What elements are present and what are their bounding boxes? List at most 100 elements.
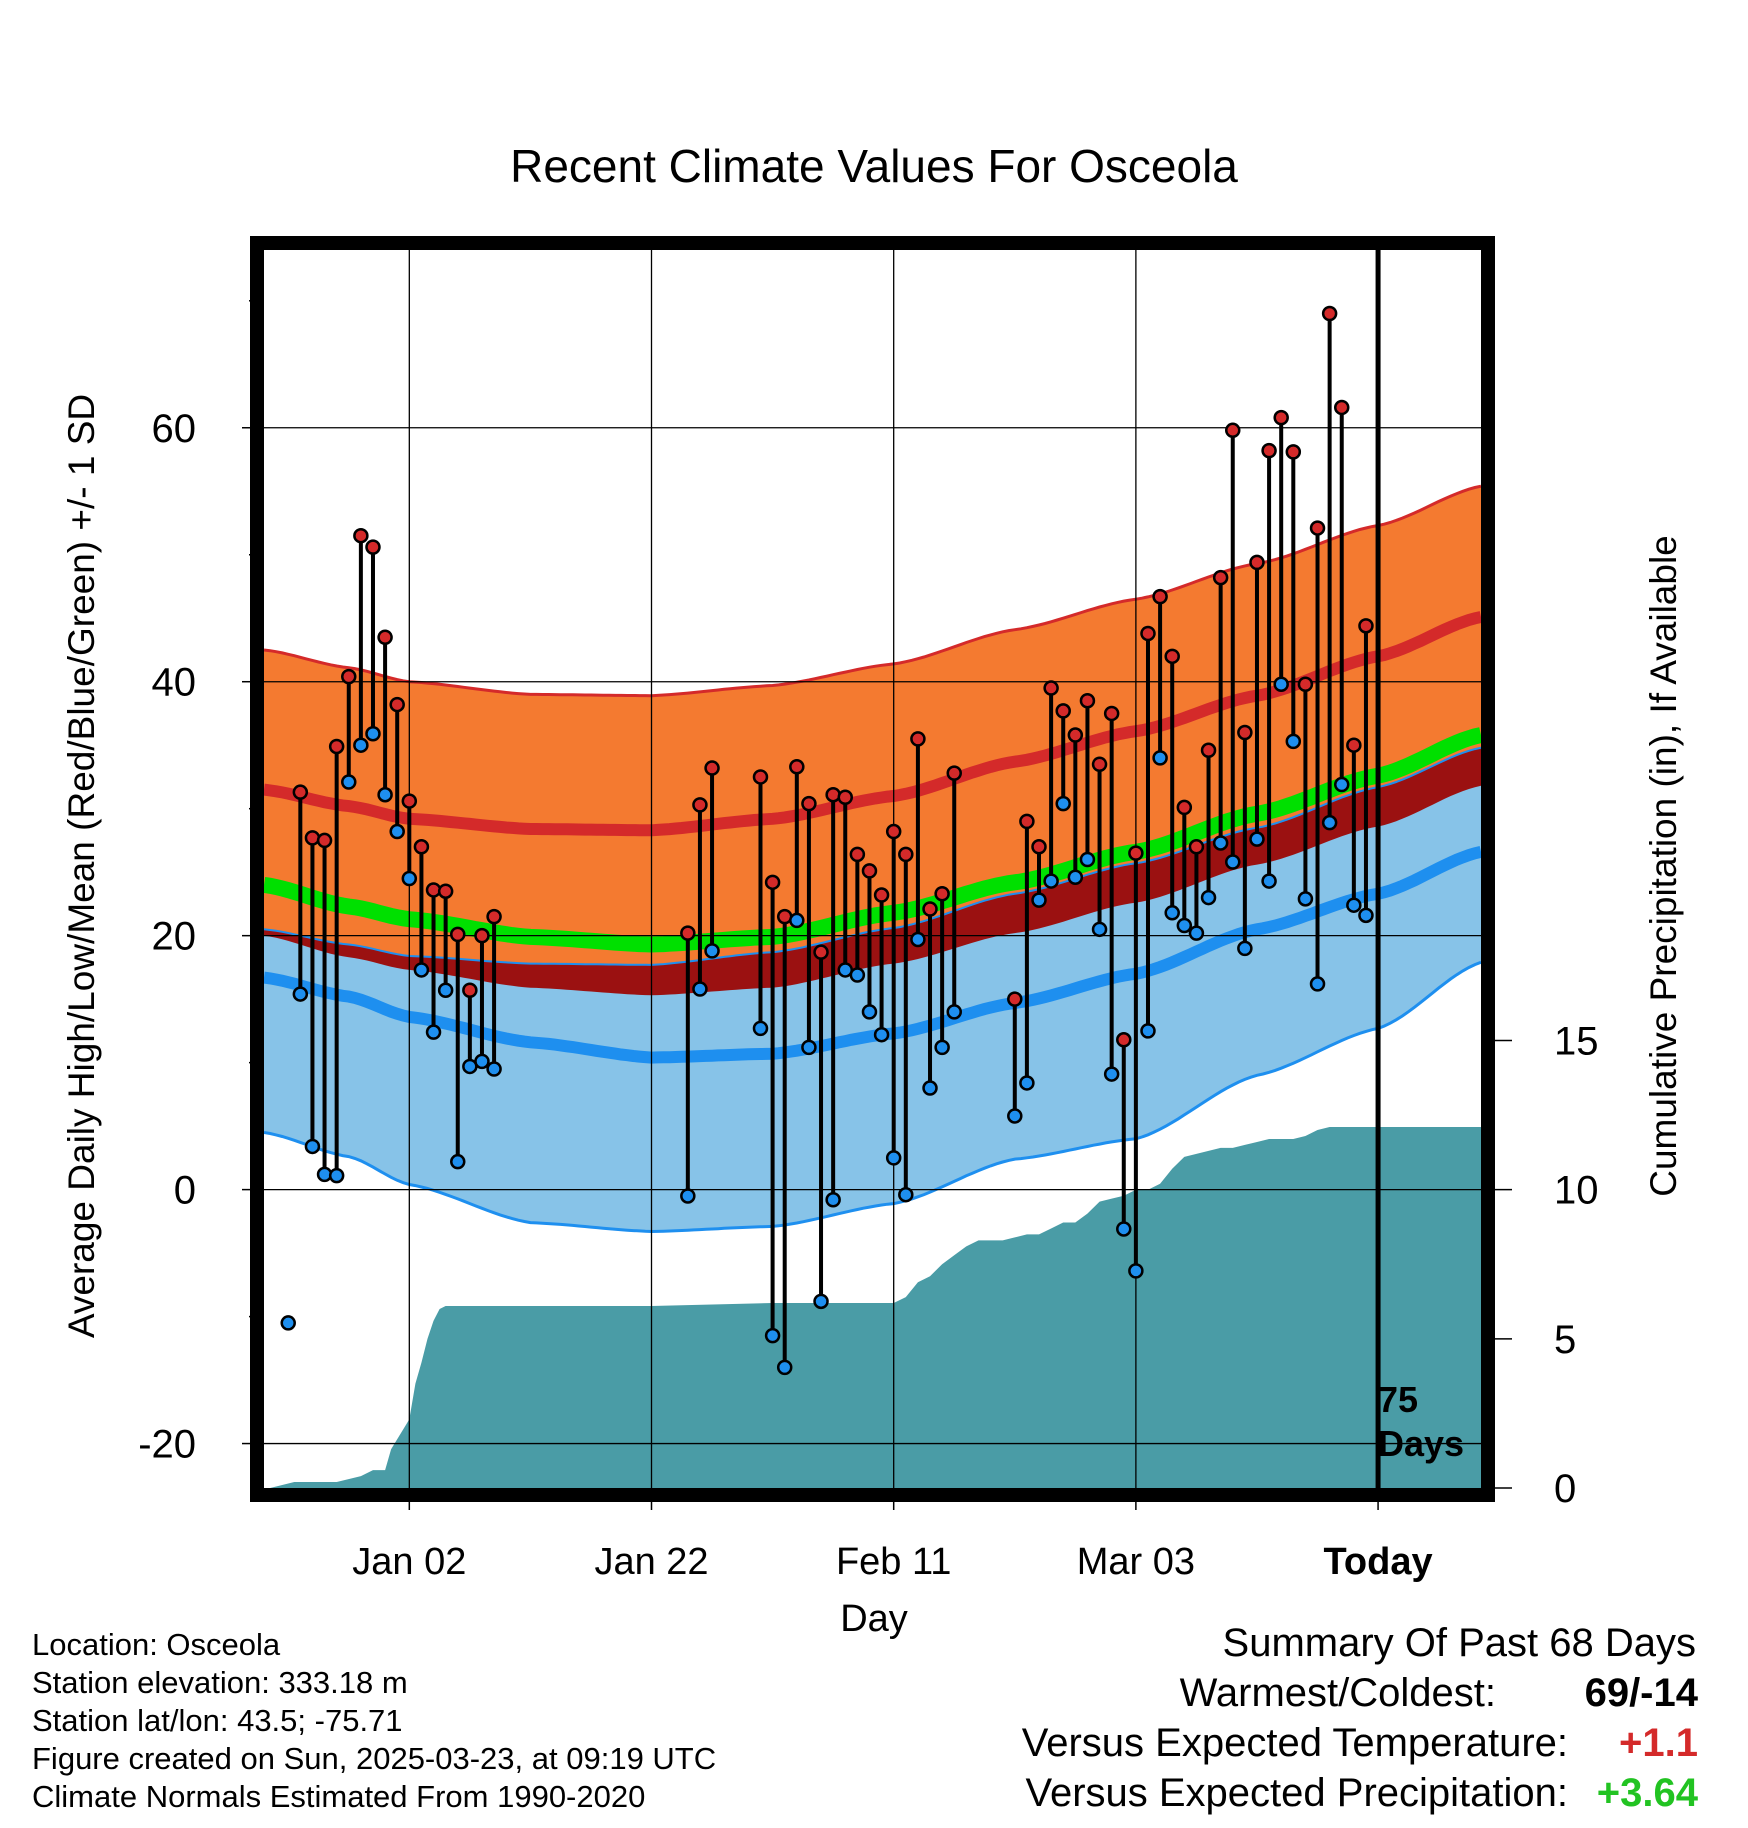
daily-observations <box>280 305 1374 1376</box>
daily-high-point <box>474 927 490 944</box>
daily-high-point <box>1152 588 1168 605</box>
daily-high-point <box>1249 554 1265 571</box>
x-tick-label: Feb 11 <box>836 1541 951 1583</box>
daily-low-point <box>1176 917 1193 934</box>
precip-vs-expected-label: Versus Expected Precipitation: <box>1025 1771 1568 1815</box>
daily-high-point <box>1043 680 1059 696</box>
y-tick-label: 0 <box>174 1169 196 1213</box>
daily-high-point <box>898 846 914 863</box>
daily-low-point <box>292 986 309 1002</box>
daily-low-point <box>752 1020 769 1037</box>
daily-high-point <box>1019 813 1035 830</box>
daily-low-point <box>789 912 805 929</box>
daily-high-point <box>316 832 333 849</box>
daily-low-point <box>1043 873 1059 889</box>
daily-low-point <box>377 786 393 803</box>
mean-band <box>264 747 1481 996</box>
daily-high-point <box>873 887 890 903</box>
daily-high-point <box>1055 703 1071 719</box>
daily-high-point <box>401 793 418 809</box>
daily-low-point <box>764 1327 781 1344</box>
daily-high-point <box>1261 442 1277 459</box>
daily-high-point <box>1273 409 1289 426</box>
daily-low-point <box>401 870 418 887</box>
daily-low-point <box>1249 831 1265 847</box>
daily-low-point <box>1164 905 1180 921</box>
daily-low-point <box>413 962 430 978</box>
high-minus-sd-line <box>264 746 1481 966</box>
daily-low-point <box>1055 795 1071 812</box>
daily-low-point <box>474 1053 490 1070</box>
daily-low-point <box>1091 921 1108 938</box>
x-tick-label: Mar 03 <box>1077 1541 1195 1583</box>
daily-low-point <box>885 1150 902 1166</box>
y2-tick-label: 10 <box>1554 1169 1599 1213</box>
daily-low-point <box>1116 1221 1132 1237</box>
normals-text: Climate Normals Estimated From 1990-2020 <box>32 1779 646 1814</box>
daily-high-point <box>1007 991 1023 1007</box>
daily-high-point <box>825 786 841 803</box>
daily-high-point <box>1358 618 1374 634</box>
daily-high-point <box>462 982 478 999</box>
days-count-label: 75 <box>1378 1379 1418 1420</box>
daily-low-point <box>1225 854 1241 870</box>
y-tick-label: 60 <box>152 407 197 451</box>
y2-tick-label: 5 <box>1554 1318 1576 1362</box>
daily-high-point <box>837 789 854 806</box>
y-axis-label: Average Daily High/Low/Mean (Red/Blue/Gr… <box>61 394 102 1338</box>
daily-low-point <box>1031 892 1047 908</box>
daily-high-point <box>910 731 926 747</box>
daily-high-point <box>413 839 430 855</box>
warmest-label: Warmest/Coldest: <box>1179 1671 1496 1715</box>
y-tick-label: 20 <box>152 915 197 959</box>
daily-high-point <box>1103 705 1120 722</box>
daily-low-point <box>1188 925 1205 941</box>
x-tick-label: Today <box>1324 1541 1433 1583</box>
elevation-text: Station elevation: 333.18 m <box>32 1665 408 1700</box>
daily-high-point <box>1346 737 1362 753</box>
normal-mean-line <box>264 727 1481 953</box>
plot-frame <box>250 236 1495 1502</box>
y2-axis-label: Cumulative Precipitation (in), If Availa… <box>1643 535 1684 1197</box>
daily-high-point <box>437 883 454 899</box>
daily-high-point <box>1237 724 1253 741</box>
plot-area <box>264 484 1481 1488</box>
daily-low-point <box>861 1004 878 1020</box>
daily-low-point <box>280 1315 296 1331</box>
daily-low-point <box>825 1192 841 1208</box>
daily-high-point <box>1297 676 1314 693</box>
daily-low-point <box>437 982 454 999</box>
y-tick-label: 40 <box>152 661 197 705</box>
daily-high-point <box>801 795 817 812</box>
daily-low-point <box>1103 1066 1120 1082</box>
daily-high-point <box>764 874 781 891</box>
daily-high-point <box>752 769 769 785</box>
daily-high-point <box>1200 742 1217 759</box>
cumulative-precip-area <box>270 1127 1481 1488</box>
daily-low-point <box>873 1026 890 1043</box>
daily-high-point <box>1188 839 1205 855</box>
daily-low-point <box>680 1188 696 1204</box>
daily-low-point <box>1285 733 1302 750</box>
daily-high-point <box>885 823 902 840</box>
daily-low-point <box>1200 889 1217 906</box>
daily-low-point <box>1333 776 1350 793</box>
daily-high-point <box>1225 422 1241 439</box>
daily-low-point <box>1152 750 1168 766</box>
daily-low-point <box>934 1039 950 1056</box>
daily-high-point <box>292 784 309 800</box>
daily-low-point <box>328 1167 345 1184</box>
daily-high-point <box>1067 727 1084 743</box>
x-tick-label: Jan 02 <box>352 1541 466 1583</box>
daily-low-point <box>1273 676 1289 693</box>
daily-low-point <box>898 1186 914 1203</box>
daily-low-point <box>304 1138 321 1155</box>
daily-low-point <box>1212 835 1229 851</box>
high-plus-sd-line <box>264 484 1481 698</box>
daily-high-point <box>389 696 405 713</box>
daily-high-point <box>450 926 466 943</box>
daily-low-point <box>1297 891 1314 907</box>
daily-high-point <box>1212 569 1229 586</box>
daily-high-point <box>353 527 369 544</box>
daily-high-point <box>1309 520 1326 536</box>
